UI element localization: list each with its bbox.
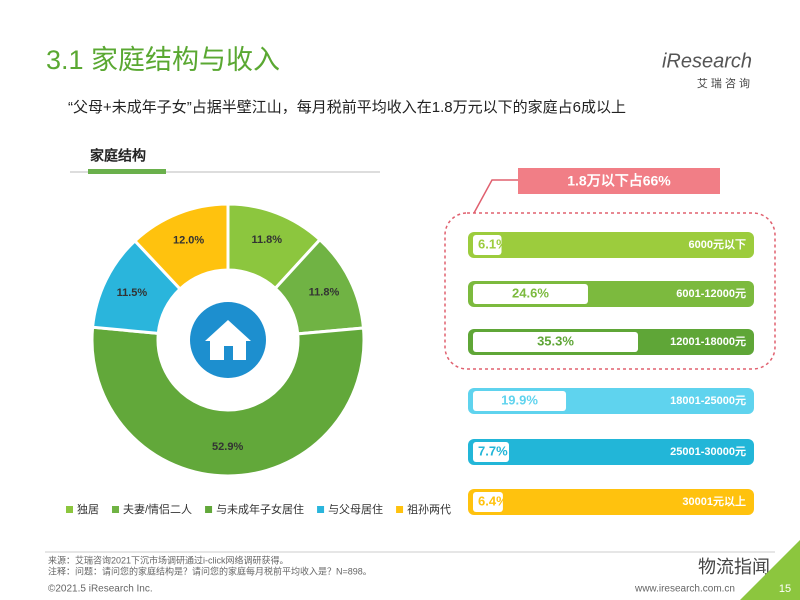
bar-category-label: 18001-25000元 xyxy=(670,394,746,407)
bar-category-label: 25001-30000元 xyxy=(670,445,746,458)
bar-category-label: 6001-12000元 xyxy=(676,287,746,300)
legend-label: 独居 xyxy=(77,503,99,516)
bar-value-label: 6.4% xyxy=(478,493,508,508)
section-accent xyxy=(88,169,166,174)
bar xyxy=(473,332,638,352)
bar-category-label: 12001-18000元 xyxy=(670,335,746,348)
bar xyxy=(473,492,503,512)
source: 来源：艾瑞咨询2021下沉市场调研通过i-click网络调研获得。 xyxy=(48,554,289,565)
bar-value-label: 35.3% xyxy=(537,333,574,348)
legend-swatch xyxy=(66,506,73,513)
subtitle: “父母+未成年子女”占据半壁江山，每月税前平均收入在1.8万元以下的家庭占6成以… xyxy=(68,98,626,116)
bar-value-label: 19.9% xyxy=(501,392,538,407)
legend-swatch xyxy=(317,506,325,513)
house-door xyxy=(224,346,233,360)
bar-track xyxy=(468,439,754,465)
donut-slice xyxy=(90,325,366,478)
page-number: 15 xyxy=(779,583,791,595)
bar-value-label: 24.6% xyxy=(512,285,549,300)
corner-accent xyxy=(740,540,800,600)
slice-label: 52.9% xyxy=(212,441,243,453)
legend-label: 祖孙两代 xyxy=(407,502,451,516)
slice-label: 12.0% xyxy=(173,234,204,246)
legend-swatch xyxy=(205,506,213,513)
bar xyxy=(473,235,502,255)
slice-label: 11.8% xyxy=(251,234,282,246)
title: 3.1 家庭结构与收入 xyxy=(46,45,280,75)
logo: iResearch xyxy=(662,50,752,72)
legend-label: 夫妻/情侣二人 xyxy=(123,502,192,516)
bar-category-label: 30001元以上 xyxy=(682,494,746,508)
callout-text: 1.8万以下占66% xyxy=(567,173,671,189)
callout-box xyxy=(518,168,720,194)
bar-track xyxy=(468,489,754,515)
callout-line xyxy=(473,179,518,214)
bar-category-label: 6000元以下 xyxy=(689,238,746,251)
bar xyxy=(473,391,567,411)
legend-label: 与父母居住 xyxy=(328,502,383,516)
bar xyxy=(473,442,509,462)
house-icon xyxy=(205,320,251,360)
copyright: ©2021.5 iResearch Inc. xyxy=(48,584,153,595)
bar-value-label: 7.7% xyxy=(478,443,508,458)
website: www.iresearch.com.cn xyxy=(634,584,735,595)
bar xyxy=(473,284,588,304)
bar-value-label: 6.1% xyxy=(478,236,508,251)
legend-swatch xyxy=(396,506,404,513)
watermark: 物流指闻 xyxy=(698,557,770,577)
legend-swatch xyxy=(112,506,119,513)
donut-center xyxy=(160,272,296,408)
slice-label: 11.5% xyxy=(117,287,148,299)
legend-label: 与未成年子女居住 xyxy=(216,502,304,516)
logo-sub: 艾 瑞 咨 询 xyxy=(697,76,750,90)
slice-label: 11.8% xyxy=(309,287,340,299)
section-title: 家庭结构 xyxy=(90,148,146,164)
donut-slice xyxy=(132,202,230,292)
bar-track xyxy=(468,232,754,258)
note: 注释：问题：请问您的家庭结构是？请问您的家庭每月税前平均收入是？N=898。 xyxy=(48,565,372,576)
